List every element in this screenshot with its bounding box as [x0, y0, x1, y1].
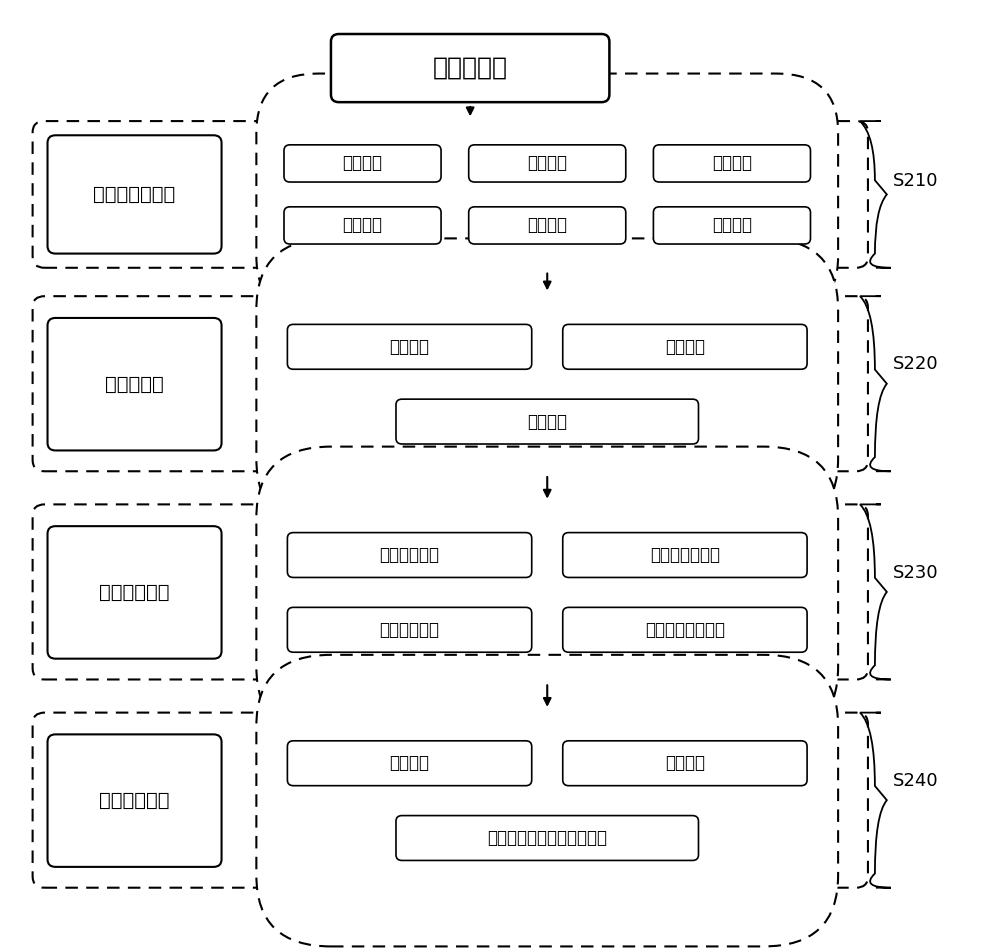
Text: S240: S240	[893, 772, 938, 790]
FancyBboxPatch shape	[284, 145, 441, 182]
FancyBboxPatch shape	[653, 207, 810, 244]
Text: 新能源汽车: 新能源汽车	[433, 56, 508, 80]
FancyBboxPatch shape	[33, 296, 868, 471]
FancyBboxPatch shape	[469, 207, 626, 244]
Text: 数据挖掘模型: 数据挖掘模型	[99, 583, 170, 602]
Text: 大数据分析平台: 大数据分析平台	[93, 185, 176, 204]
FancyBboxPatch shape	[33, 505, 868, 680]
Text: 相关性判别分析: 相关性判别分析	[650, 546, 720, 564]
FancyBboxPatch shape	[396, 816, 698, 861]
FancyBboxPatch shape	[287, 325, 532, 369]
Text: 数据解析: 数据解析	[527, 154, 567, 172]
Text: 电池健康预测: 电池健康预测	[99, 791, 170, 810]
Text: S230: S230	[893, 564, 938, 582]
FancyBboxPatch shape	[287, 741, 532, 785]
FancyBboxPatch shape	[287, 607, 532, 652]
Text: 文件管理: 文件管理	[527, 216, 567, 234]
Text: S210: S210	[893, 171, 938, 189]
Text: S220: S220	[893, 355, 938, 373]
FancyBboxPatch shape	[331, 34, 609, 102]
FancyBboxPatch shape	[48, 526, 222, 659]
FancyBboxPatch shape	[48, 135, 222, 253]
FancyBboxPatch shape	[563, 532, 807, 578]
FancyBboxPatch shape	[256, 446, 838, 738]
FancyBboxPatch shape	[563, 325, 807, 369]
Text: 数据统计分类: 数据统计分类	[380, 546, 440, 564]
Text: 数据透传: 数据透传	[712, 216, 752, 234]
Text: 模型评估: 模型评估	[390, 754, 430, 772]
Text: 数据转换: 数据转换	[665, 338, 705, 356]
FancyBboxPatch shape	[256, 655, 838, 946]
Text: 系统管理: 系统管理	[343, 216, 383, 234]
FancyBboxPatch shape	[48, 318, 222, 450]
Text: 数据归约: 数据归约	[527, 412, 567, 430]
FancyBboxPatch shape	[563, 607, 807, 652]
Text: 实际运行车辆电池健康预测: 实际运行车辆电池健康预测	[487, 829, 607, 847]
Text: 数据接口: 数据接口	[343, 154, 383, 172]
FancyBboxPatch shape	[396, 399, 698, 444]
FancyBboxPatch shape	[256, 73, 838, 315]
Text: 数据预处理: 数据预处理	[105, 375, 164, 394]
FancyBboxPatch shape	[563, 741, 807, 785]
FancyBboxPatch shape	[469, 145, 626, 182]
Text: 线性判别分析: 线性判别分析	[380, 621, 440, 639]
FancyBboxPatch shape	[284, 207, 441, 244]
FancyBboxPatch shape	[653, 145, 810, 182]
FancyBboxPatch shape	[48, 734, 222, 867]
Text: 算法优化: 算法优化	[665, 754, 705, 772]
Text: 数据统计: 数据统计	[712, 154, 752, 172]
FancyBboxPatch shape	[33, 713, 868, 887]
FancyBboxPatch shape	[256, 238, 838, 530]
Text: 数据清洗: 数据清洗	[390, 338, 430, 356]
FancyBboxPatch shape	[33, 121, 868, 268]
FancyBboxPatch shape	[287, 532, 532, 578]
Text: 电池数据预测模型: 电池数据预测模型	[645, 621, 725, 639]
